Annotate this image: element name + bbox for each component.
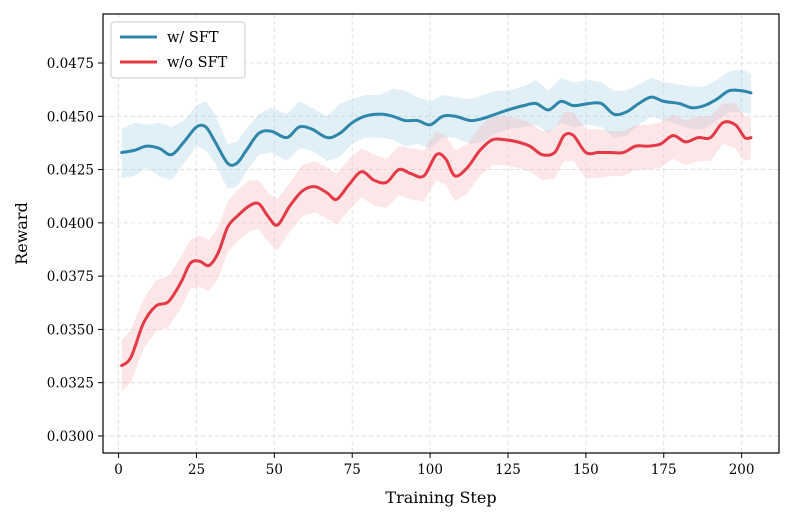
legend: w/ SFT w/o SFT [110,21,246,79]
line-w-sft [120,88,753,167]
band-wo-sft [121,103,751,392]
y-axis-label: Reward [12,202,31,265]
x-tick-label: 200 [729,462,755,478]
x-tick-label: 100 [417,462,443,478]
plot-frame [102,13,780,454]
y-tick-label: 0.0450 [47,109,94,125]
x-tick-label: 125 [495,462,521,478]
y-tick-label: 0.0300 [47,429,94,445]
legend-label-wo-sft: w/o SFT [167,55,228,71]
grid [103,14,779,453]
legend-label-w-sft: w/ SFT [167,30,219,46]
y-tick-label: 0.0325 [47,376,94,392]
x-tick-label: 0 [114,462,123,478]
confidence-bands [121,69,751,392]
y-tick-label: 0.0425 [47,163,94,179]
y-tick-label: 0.0400 [47,216,94,232]
x-tick-label: 50 [266,462,283,478]
y-tick-label: 0.0475 [47,56,94,72]
y-tick-label: 0.0375 [47,269,94,285]
axis-ticks: 0 25 50 75 100 125 150 175 200 0.0300 0.0325 0.0350… [47,56,755,478]
y-tick-label: 0.0350 [47,322,94,338]
x-tick-label: 25 [188,462,205,478]
band-w-sft [121,69,751,189]
series-lines [120,88,753,368]
x-axis-label: Training Step [385,488,496,507]
line-wo-sft [120,120,753,368]
x-tick-label: 150 [573,462,599,478]
x-tick-label: 75 [344,462,361,478]
x-tick-label: 175 [651,462,677,478]
